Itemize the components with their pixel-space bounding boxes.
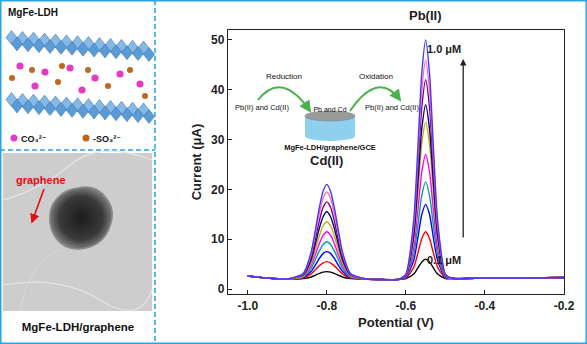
svg-text:Pb(II) and Cd(II): Pb(II) and Cd(II) <box>365 103 419 112</box>
svg-text:50: 50 <box>211 33 225 47</box>
svg-text:Current (μA): Current (μA) <box>189 124 204 201</box>
svg-text:Cd(II): Cd(II) <box>310 153 343 168</box>
svg-text:CO₃²⁻: CO₃²⁻ <box>21 134 47 144</box>
svg-text:Pb(II): Pb(II) <box>409 8 442 23</box>
svg-text:-1.0: -1.0 <box>237 299 258 313</box>
svg-text:30: 30 <box>211 133 225 147</box>
svg-text:Pb(II) and Cd(II): Pb(II) and Cd(II) <box>235 103 289 112</box>
svg-text:0: 0 <box>218 282 225 296</box>
svg-text:Oxidation: Oxidation <box>359 72 393 81</box>
svg-text:-0.8: -0.8 <box>316 299 337 313</box>
svg-text:0.1 μM: 0.1 μM <box>427 254 461 266</box>
svg-text:MgFe-LDH/graphene/GCE: MgFe-LDH/graphene/GCE <box>284 143 376 152</box>
svg-text:MgFe-LDH/graphene: MgFe-LDH/graphene <box>22 321 134 333</box>
svg-text:40: 40 <box>211 83 225 97</box>
svg-text:Potential (V): Potential (V) <box>358 315 434 330</box>
svg-text:20: 20 <box>211 183 225 197</box>
svg-text:-0.6: -0.6 <box>396 299 417 313</box>
svg-text:Reduction: Reduction <box>266 72 302 81</box>
svg-text:-SO₃²⁻: -SO₃²⁻ <box>93 134 121 144</box>
svg-text:graphene: graphene <box>16 174 66 186</box>
svg-text:10: 10 <box>211 232 225 246</box>
svg-text:1.0 μM: 1.0 μM <box>427 43 461 55</box>
svg-text:-0.2: -0.2 <box>554 299 575 313</box>
svg-text:Pb and Cd: Pb and Cd <box>313 106 346 113</box>
svg-text:-0.4: -0.4 <box>475 299 496 313</box>
svg-text:MgFe-LDH: MgFe-LDH <box>8 7 58 18</box>
